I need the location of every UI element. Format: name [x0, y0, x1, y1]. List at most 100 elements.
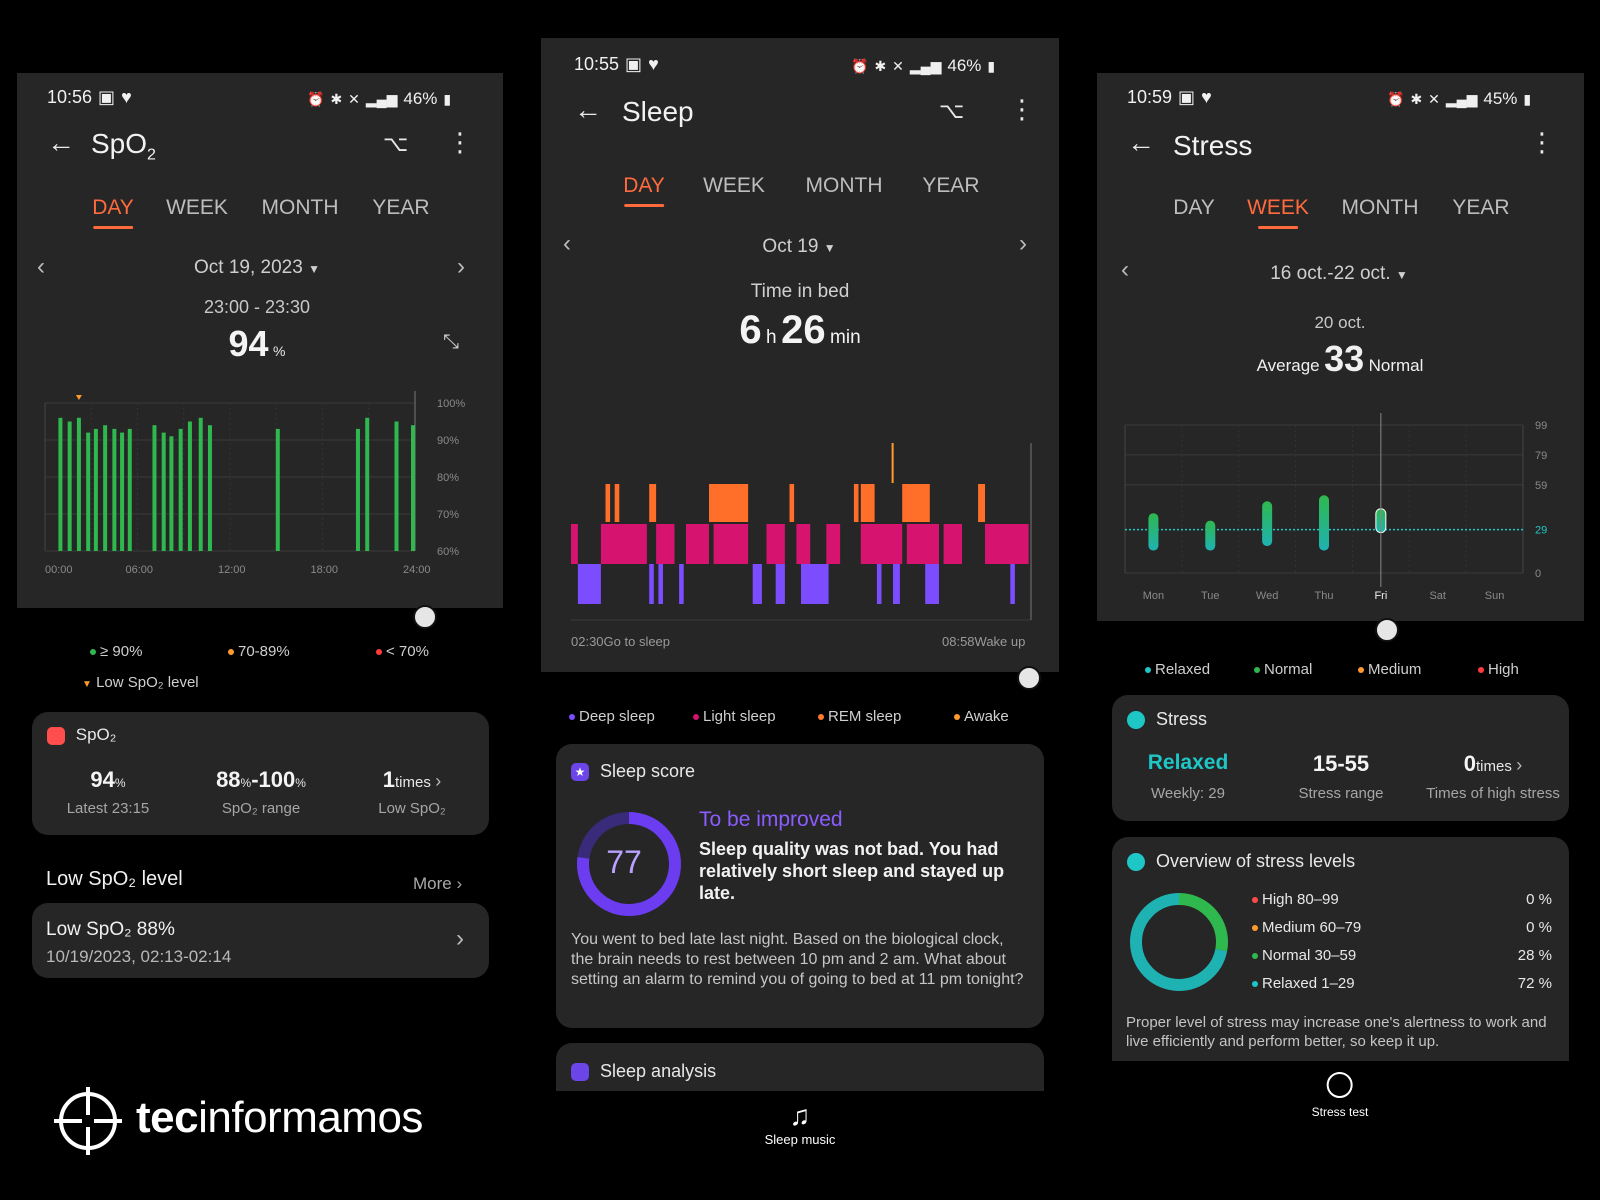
tab-month[interactable]: MONTH: [805, 174, 883, 197]
scrub-handle[interactable]: [1375, 618, 1399, 642]
sleep-analysis-card[interactable]: Sleep analysis: [556, 1043, 1044, 1091]
y-tick-label: 60%: [437, 546, 459, 558]
tab-month[interactable]: MONTH: [261, 196, 339, 219]
more-menu-icon[interactable]: ⋮: [1009, 94, 1035, 124]
sleep-segment: [752, 564, 762, 604]
sleep-score-header: ★ Sleep score: [571, 761, 695, 782]
sleep-segment: [656, 524, 675, 564]
spo2-app-icon: [47, 726, 65, 745]
x-tick-label: Sat: [1429, 590, 1446, 602]
spo2-bar: [198, 417, 203, 551]
sleep-analysis-header: Sleep analysis: [571, 1061, 716, 1082]
x-tick-label: Mon: [1143, 590, 1164, 602]
stress-screen: 10:59 ▣ ♥ ⏰ ✱ ✕ ▂▄▆ 45% ▮ ← Stress ⋮ DAY WEE…: [1097, 73, 1584, 621]
more-menu-icon[interactable]: ⋮: [1529, 127, 1555, 157]
gallery-icon: ▣: [625, 54, 643, 74]
chevron-right-icon: ›: [435, 771, 442, 791]
stress-range: 15-55: [1312, 751, 1370, 776]
x-tick-label: Tue: [1201, 590, 1220, 602]
spo2-bar: [207, 425, 212, 551]
more-menu-icon[interactable]: ⋮: [447, 127, 473, 157]
high-stress-count[interactable]: 0times ›: [1463, 751, 1523, 776]
spo2-bar: [152, 425, 157, 551]
x-tick-label: Fri: [1374, 590, 1387, 602]
stress-test-button[interactable]: Stress test: [1312, 1072, 1368, 1119]
tab-day[interactable]: DAY: [92, 196, 134, 219]
prev-date-icon[interactable]: ‹: [563, 230, 571, 257]
share-icon[interactable]: ⌥: [383, 131, 409, 156]
tab-day[interactable]: DAY: [623, 174, 665, 197]
sleep-segment: [893, 564, 900, 604]
next-date-icon[interactable]: ›: [1019, 230, 1027, 257]
more-link[interactable]: More ›: [413, 874, 463, 893]
legend-low: < 70%: [376, 643, 429, 660]
scrub-handle[interactable]: [413, 605, 437, 629]
y-tick-label: 59: [1535, 480, 1547, 492]
spo2-bar: [275, 428, 280, 551]
sleep-segment: [679, 564, 684, 604]
sleep-score-card[interactable]: ★ Sleep score 77 To be improved Sleep qu…: [556, 744, 1044, 1028]
date-selector[interactable]: Oct 19 ▼: [762, 236, 836, 257]
average-value: Average 33 Normal: [1256, 338, 1424, 379]
level-row-relaxed: Relaxed 1–29 72 %: [1252, 975, 1552, 992]
status-bar-time: 10:56 ▣ ♥: [47, 87, 132, 108]
battery-icon: ▮: [1523, 90, 1532, 107]
alarm-icon: ⏰: [307, 90, 325, 107]
sleep-music-button[interactable]: ♫ Sleep music: [764, 1100, 836, 1147]
weekly-label: Weekly: 29: [1151, 785, 1225, 802]
scrub-handle[interactable]: [1017, 666, 1041, 690]
sleep-screen: 10:55 ▣ ♥ ⏰ ✱ ✕ ▂▄▆ 46% ▮ ← Sleep ⌥ ⋮ DAY WE…: [541, 38, 1059, 672]
stress-range-bar: [1262, 501, 1273, 547]
chevron-right-icon: ›: [1516, 755, 1523, 775]
spo2-bar: [112, 428, 117, 551]
prev-date-icon[interactable]: ‹: [37, 253, 45, 280]
back-arrow-icon[interactable]: ←: [1127, 127, 1155, 158]
x-tick-label: 06:00: [126, 564, 154, 576]
spo2-bar: [58, 417, 63, 551]
legend-awake: Awake: [954, 708, 1009, 725]
low-spo2-item[interactable]: Low SpO₂ 88% 10/19/2023, 02:13-02:14 ›: [32, 903, 489, 978]
expand-icon[interactable]: ⤡: [443, 331, 459, 353]
latest-value: 94%: [90, 767, 126, 792]
stress-range-bar: [1148, 513, 1159, 551]
stress-card-header: Stress: [1127, 709, 1207, 730]
legend-low-spo2-marker: ▼ Low SpO₂ level: [82, 674, 199, 691]
overview-header: Overview of stress levels: [1127, 851, 1355, 872]
stress-chart: 99 79 59 29 0 Mon Tue Wed Thu Fri Sat Sun: [1124, 413, 1547, 602]
sleep-segment: [925, 564, 939, 604]
tab-week[interactable]: WEEK: [166, 196, 228, 219]
donut-slice: [1130, 893, 1228, 991]
heart-icon: ♥: [1201, 87, 1212, 107]
sleep-segment: [649, 484, 657, 522]
sleep-segment: [978, 484, 985, 522]
mute-icon: ✕: [348, 90, 360, 107]
y-tick-label: 0: [1535, 568, 1541, 580]
date-selector[interactable]: Oct 19, 2023 ▼: [194, 257, 320, 278]
sleep-segment: [766, 524, 785, 564]
share-icon[interactable]: ⌥: [939, 98, 965, 123]
legend-deep-sleep: Deep sleep: [569, 708, 655, 725]
tab-month[interactable]: MONTH: [1341, 196, 1419, 219]
tab-year[interactable]: YEAR: [372, 196, 430, 219]
low-count[interactable]: 1times ›: [382, 767, 442, 792]
tab-week[interactable]: WEEK: [703, 174, 765, 197]
back-arrow-icon[interactable]: ←: [574, 94, 602, 125]
tab-year[interactable]: YEAR: [922, 174, 980, 197]
x-tick-label: 24:00: [403, 564, 431, 576]
date-selector[interactable]: 16 oct.-22 oct. ▼: [1270, 263, 1408, 284]
tab-day[interactable]: DAY: [1173, 196, 1215, 219]
bluetooth-icon: ✱: [1410, 90, 1423, 107]
prev-date-icon[interactable]: ‹: [1121, 256, 1129, 283]
y-tick-label: 80%: [437, 472, 459, 484]
status-icons: ⏰ ✱ ✕ ▂▄▆ 46% ▮: [307, 89, 451, 109]
legend-normal: Normal: [1254, 661, 1312, 678]
back-arrow-icon[interactable]: ←: [47, 127, 75, 158]
tab-year[interactable]: YEAR: [1452, 196, 1510, 219]
mute-icon: ✕: [1428, 90, 1440, 107]
sleep-segment: [605, 484, 611, 522]
bluetooth-icon: ✱: [874, 57, 887, 74]
next-date-icon[interactable]: ›: [457, 253, 465, 280]
legend-medium: 70-89%: [228, 643, 290, 660]
y-tick-label: 99: [1535, 420, 1547, 432]
tab-week[interactable]: WEEK: [1247, 196, 1309, 219]
